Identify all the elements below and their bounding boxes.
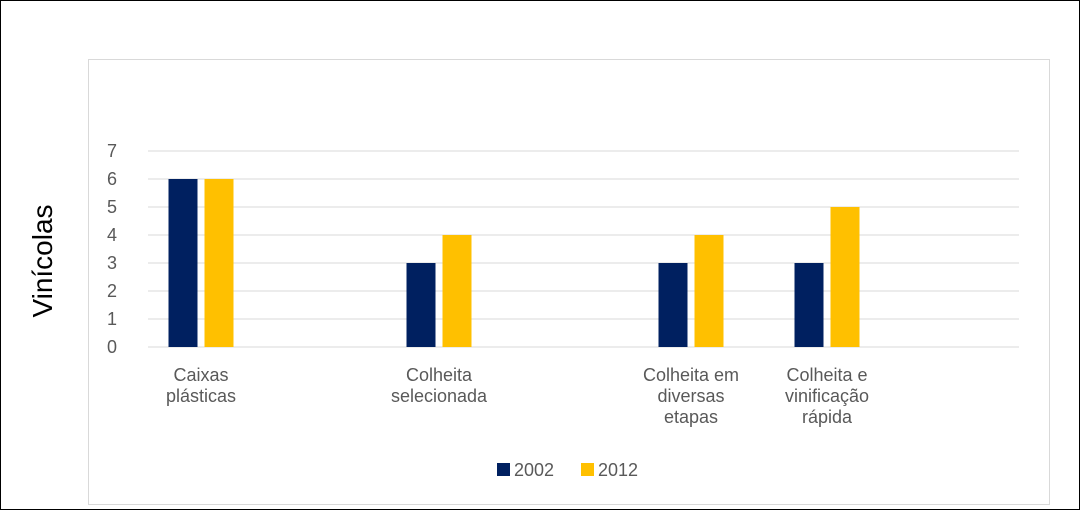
x-tick-label: Colheita e <box>786 365 867 385</box>
x-tick-label: rápida <box>802 407 853 427</box>
y-tick-label: 0 <box>107 337 117 357</box>
bar-2012 <box>830 207 860 347</box>
x-tick-label: Colheita <box>406 365 473 385</box>
y-tick-label: 4 <box>107 225 117 245</box>
x-tick-label: etapas <box>664 407 718 427</box>
x-tick-label: Caixas <box>173 365 228 385</box>
y-tick-label: 6 <box>107 169 117 189</box>
legend-swatch-2012 <box>581 463 594 476</box>
x-tick-label: plásticas <box>166 386 236 406</box>
bar-2002 <box>406 263 436 347</box>
x-tick-label: vinificação <box>785 386 869 406</box>
y-tick-label: 5 <box>107 197 117 217</box>
y-tick-label: 3 <box>107 253 117 273</box>
y-tick-label: 7 <box>107 141 117 161</box>
bar-2012 <box>442 235 472 347</box>
legend-swatch-2002 <box>497 463 510 476</box>
y-tick-label: 1 <box>107 309 117 329</box>
bar-2002 <box>658 263 688 347</box>
bar-2002 <box>794 263 824 347</box>
x-tick-label: Colheita em <box>643 365 739 385</box>
chart-area <box>88 59 1050 505</box>
legend-label: 2012 <box>598 460 638 480</box>
y-tick-label: 2 <box>107 281 117 301</box>
x-tick-label: selecionada <box>391 386 488 406</box>
bar-2012 <box>694 235 724 347</box>
bar-2012 <box>204 179 234 347</box>
bar-2002 <box>168 179 198 347</box>
legend-label: 2002 <box>514 460 554 480</box>
x-tick-label: diversas <box>657 386 724 406</box>
